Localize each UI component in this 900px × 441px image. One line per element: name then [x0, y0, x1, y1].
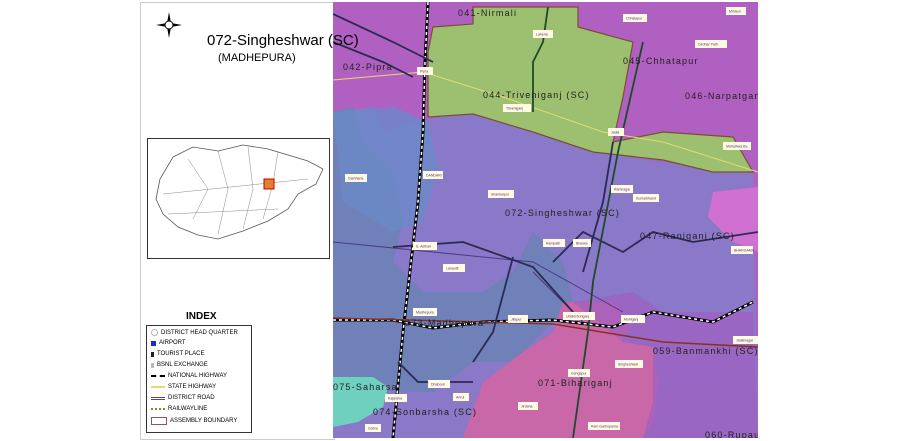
constituency-label: 059-Banmankhi (SC) — [653, 346, 758, 356]
svg-text:Madhepura: Madhepura — [416, 311, 434, 315]
svg-text:S. Asthan: S. Asthan — [416, 245, 431, 249]
legend-item: RAILWAYLINE — [151, 406, 207, 412]
place-label: Gobra — [365, 424, 381, 432]
constituency-label: 073-Madhepura — [405, 318, 484, 328]
svg-text:Gangapur: Gangapur — [571, 372, 587, 376]
place-label: Dhabouli — [428, 380, 450, 388]
svg-text:Kajaraha: Kajaraha — [388, 397, 402, 401]
place-label: Murliganj — [621, 315, 645, 323]
svg-text:Jankinagar: Jankinagar — [736, 339, 754, 343]
legend-item: AIRPORT — [151, 340, 186, 346]
constituency-label: 045-Chhatapur — [623, 56, 699, 66]
constituency-label: 041-Nirmali — [458, 8, 517, 18]
svg-text:Shankarpur: Shankarpur — [491, 193, 510, 197]
svg-text:Triveniganj: Triveniganj — [506, 107, 523, 111]
svg-text:Kumarkhand: Kumarkhand — [636, 197, 656, 201]
svg-text:Ram Garhopama: Ram Garhopama — [591, 425, 618, 429]
place-label: Mahathwa Ba — [723, 142, 751, 150]
svg-text:Chhatapur: Chhatapur — [626, 17, 643, 21]
place-label: Ramnagar — [611, 185, 633, 193]
constituency-label: 074-Sonbarsha (SC) — [373, 407, 477, 417]
svg-text:Pipra: Pipra — [420, 70, 428, 74]
place-label: Jadia — [608, 128, 624, 136]
svg-text:Udakishunganj: Udakishunganj — [566, 315, 589, 319]
svg-text:BHARGAMA: BHARGAMA — [734, 249, 755, 253]
constituency-label: 047-Raniganj (SC) — [640, 231, 735, 241]
constituency-label: 072-Singheshwar (SC) — [505, 208, 620, 218]
place-label: BHARGAMA — [731, 246, 755, 254]
legend-item: STATE HIGHWAY — [151, 384, 216, 390]
svg-text:Laheria: Laheria — [536, 33, 548, 37]
place-labels: Laheria Chhatapur Mirdaul Girdhar Patti Pipr… — [345, 7, 758, 432]
svg-text:Girdhar Patti: Girdhar Patti — [698, 43, 718, 47]
district-name: (MADHEPURA) — [218, 52, 296, 64]
place-label: Rampatti — [543, 239, 565, 247]
svg-text:Ramnagar: Ramnagar — [614, 188, 631, 192]
place-label: Gangapur — [568, 369, 590, 377]
place-label: Bhelwa — [573, 239, 591, 247]
svg-text:DANDARI: DANDARI — [426, 174, 442, 178]
legend-item: DISTRICT ROAD — [151, 395, 215, 401]
svg-text:Singheshwar: Singheshwar — [618, 363, 639, 367]
index-title: INDEX — [186, 311, 217, 322]
svg-text:Dhabouli: Dhabouli — [431, 383, 445, 387]
place-label: Kumarkhand — [633, 194, 659, 202]
constituency-label: 060-Rupauli — [705, 430, 758, 438]
place-label: Chhatapur — [623, 14, 647, 22]
svg-text:Mahathwa Ba: Mahathwa Ba — [726, 145, 747, 149]
place-label: Jankinagar — [733, 336, 758, 344]
svg-text:Lanautti: Lanautti — [446, 267, 459, 271]
constituency-labels: 041-Nirmali 042-Pipra 044-Triveniganj (S… — [333, 8, 758, 438]
place-label: Laheria — [533, 30, 553, 38]
legend-item: ASSEMBLY BOUNDARY — [151, 417, 237, 425]
place-label: Shankarpur — [488, 190, 514, 198]
place-label: Jirdaha — [518, 402, 538, 410]
svg-text:Bhelwa: Bhelwa — [576, 242, 588, 246]
legend-item: BSNL EXCHANGE — [151, 362, 208, 368]
place-label: S. Asthan — [413, 242, 437, 250]
place-label: Jitapur — [508, 315, 528, 323]
compass-rose-icon — [156, 12, 182, 38]
place-label: Pipra — [417, 67, 433, 75]
svg-text:Mirdaul: Mirdaul — [729, 10, 741, 14]
svg-text:Murliganj: Murliganj — [624, 318, 638, 322]
constituency-map: 041-Nirmali 042-Pipra 044-Triveniganj (S… — [333, 2, 758, 438]
legend: DISTRICT HEAD QUARTER AIRPORT TOURIST PL… — [146, 325, 252, 433]
place-label: Lanautti — [443, 264, 465, 272]
place-label: Girdhar Patti — [695, 40, 727, 48]
constituency-label: 044-Triveniganj (SC) — [483, 90, 590, 100]
svg-text:Gamharia: Gamharia — [348, 177, 363, 181]
constituency-label: 075-Saharsa — [333, 382, 398, 392]
svg-text:Jitapur: Jitapur — [511, 318, 522, 322]
place-label: Madhepura — [413, 308, 437, 316]
place-label: Udakishunganj — [563, 312, 595, 320]
place-label: Gamharia — [345, 174, 367, 182]
constituency-label: 042-Pipra — [343, 62, 393, 72]
svg-text:Jirdaha: Jirdaha — [521, 405, 533, 409]
place-label: Triveniganj — [503, 104, 531, 112]
place-label: Anrul — [453, 393, 469, 401]
svg-text:Gobra: Gobra — [368, 427, 378, 431]
svg-text:Jadia: Jadia — [611, 131, 619, 135]
legend-item: TOURIST PLACE — [151, 351, 204, 357]
place-label: Kajaraha — [385, 394, 407, 402]
constituency-label: 046-Narpatganj — [685, 91, 758, 101]
legend-item: DISTRICT HEAD QUARTER — [151, 329, 238, 336]
map-title: 072-Singheshwar (SC) — [207, 32, 359, 49]
place-label: Singheshwar — [615, 360, 643, 368]
place-label: DANDARI — [423, 171, 443, 179]
svg-text:Rampatti: Rampatti — [546, 242, 560, 246]
constituency-label: 071-Bihariganj — [538, 378, 613, 388]
legend-item: NATIONAL HIGHWAY — [151, 373, 227, 379]
svg-text:Anrul: Anrul — [456, 396, 464, 400]
place-label: Mirdaul — [726, 7, 746, 15]
place-label: Ram Garhopama — [588, 422, 620, 430]
bihar-locator-map — [147, 138, 330, 259]
madhepura-highlight — [263, 178, 275, 190]
